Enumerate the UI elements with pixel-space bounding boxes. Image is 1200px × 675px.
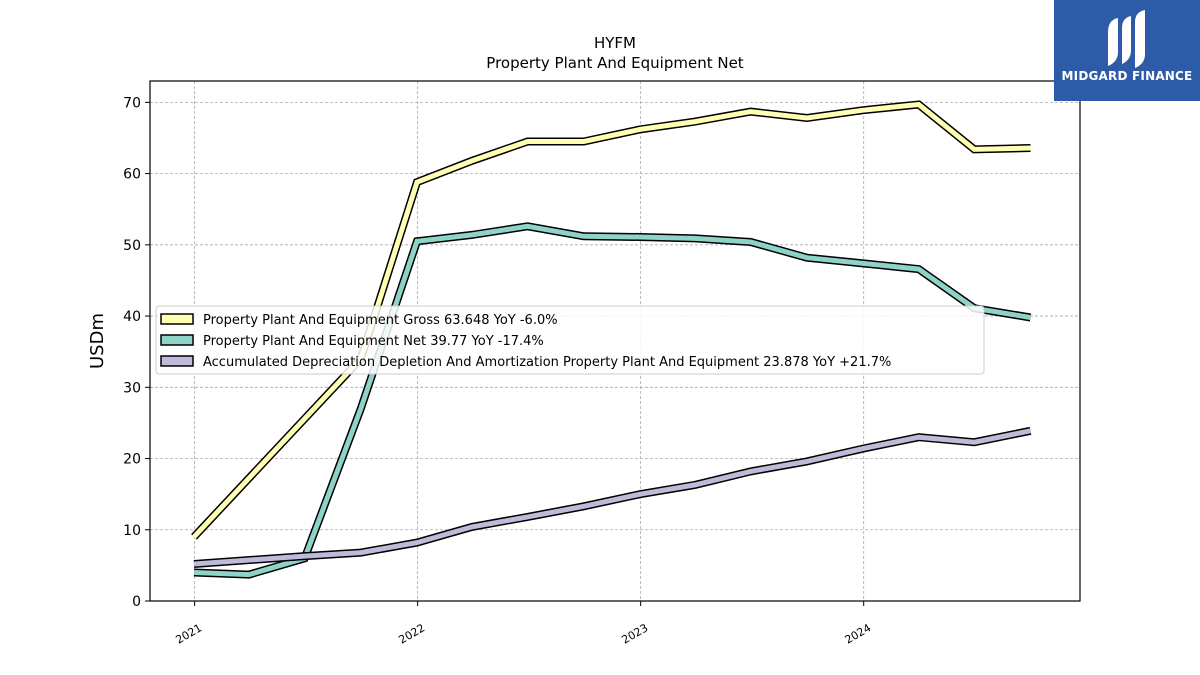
series-line-3 [193, 428, 1031, 567]
y-tick-label: 40 [123, 309, 141, 325]
brand-logo: MIDGARD FINANCE [1054, 0, 1200, 101]
legend-swatch-2 [160, 334, 194, 346]
legend: Property Plant And Equipment Gross 63.64… [155, 305, 985, 375]
x-axis: 2021 2022 2023 2024 [173, 601, 873, 647]
legend-entry-2: Property Plant And Equipment Net 39.77 Y… [203, 334, 544, 349]
legend-box [155, 305, 985, 375]
y-axis-label: USDm [87, 313, 108, 369]
legend-swatch-1 [160, 313, 194, 325]
series-line-2 [193, 223, 1031, 578]
y-tick-label: 10 [123, 523, 141, 539]
y-tick-label: 60 [123, 167, 141, 183]
y-tick-label: 30 [123, 380, 141, 396]
legend-entry-3: Accumulated Depreciation Depletion And A… [203, 355, 891, 370]
plot-frame [149, 80, 1081, 602]
x-tick-label: 2024 [843, 621, 874, 646]
chart-subtitle: Property Plant And Equipment Net [486, 54, 743, 72]
y-tick-label: 0 [132, 594, 141, 610]
y-tick-label: 50 [123, 238, 141, 254]
y-axis: 0 10 20 30 40 50 60 70 [123, 95, 150, 610]
legend-entry-1: Property Plant And Equipment Gross 63.64… [203, 313, 558, 328]
x-tick-label: 2023 [620, 621, 651, 646]
series-layer [191, 100, 1032, 579]
midgard-logo-icon [1108, 10, 1145, 68]
series-line-1 [192, 101, 1031, 539]
x-tick-label: 2021 [173, 621, 204, 646]
series-line-outline-3 [193, 426, 1032, 568]
logo-text: MIDGARD FINANCE [1061, 69, 1193, 83]
x-tick-label: 2022 [397, 621, 428, 646]
legend-swatch-3 [160, 355, 194, 367]
y-tick-label: 20 [123, 452, 141, 468]
chart-title: HYFM [594, 34, 636, 52]
y-tick-label: 70 [123, 95, 141, 111]
